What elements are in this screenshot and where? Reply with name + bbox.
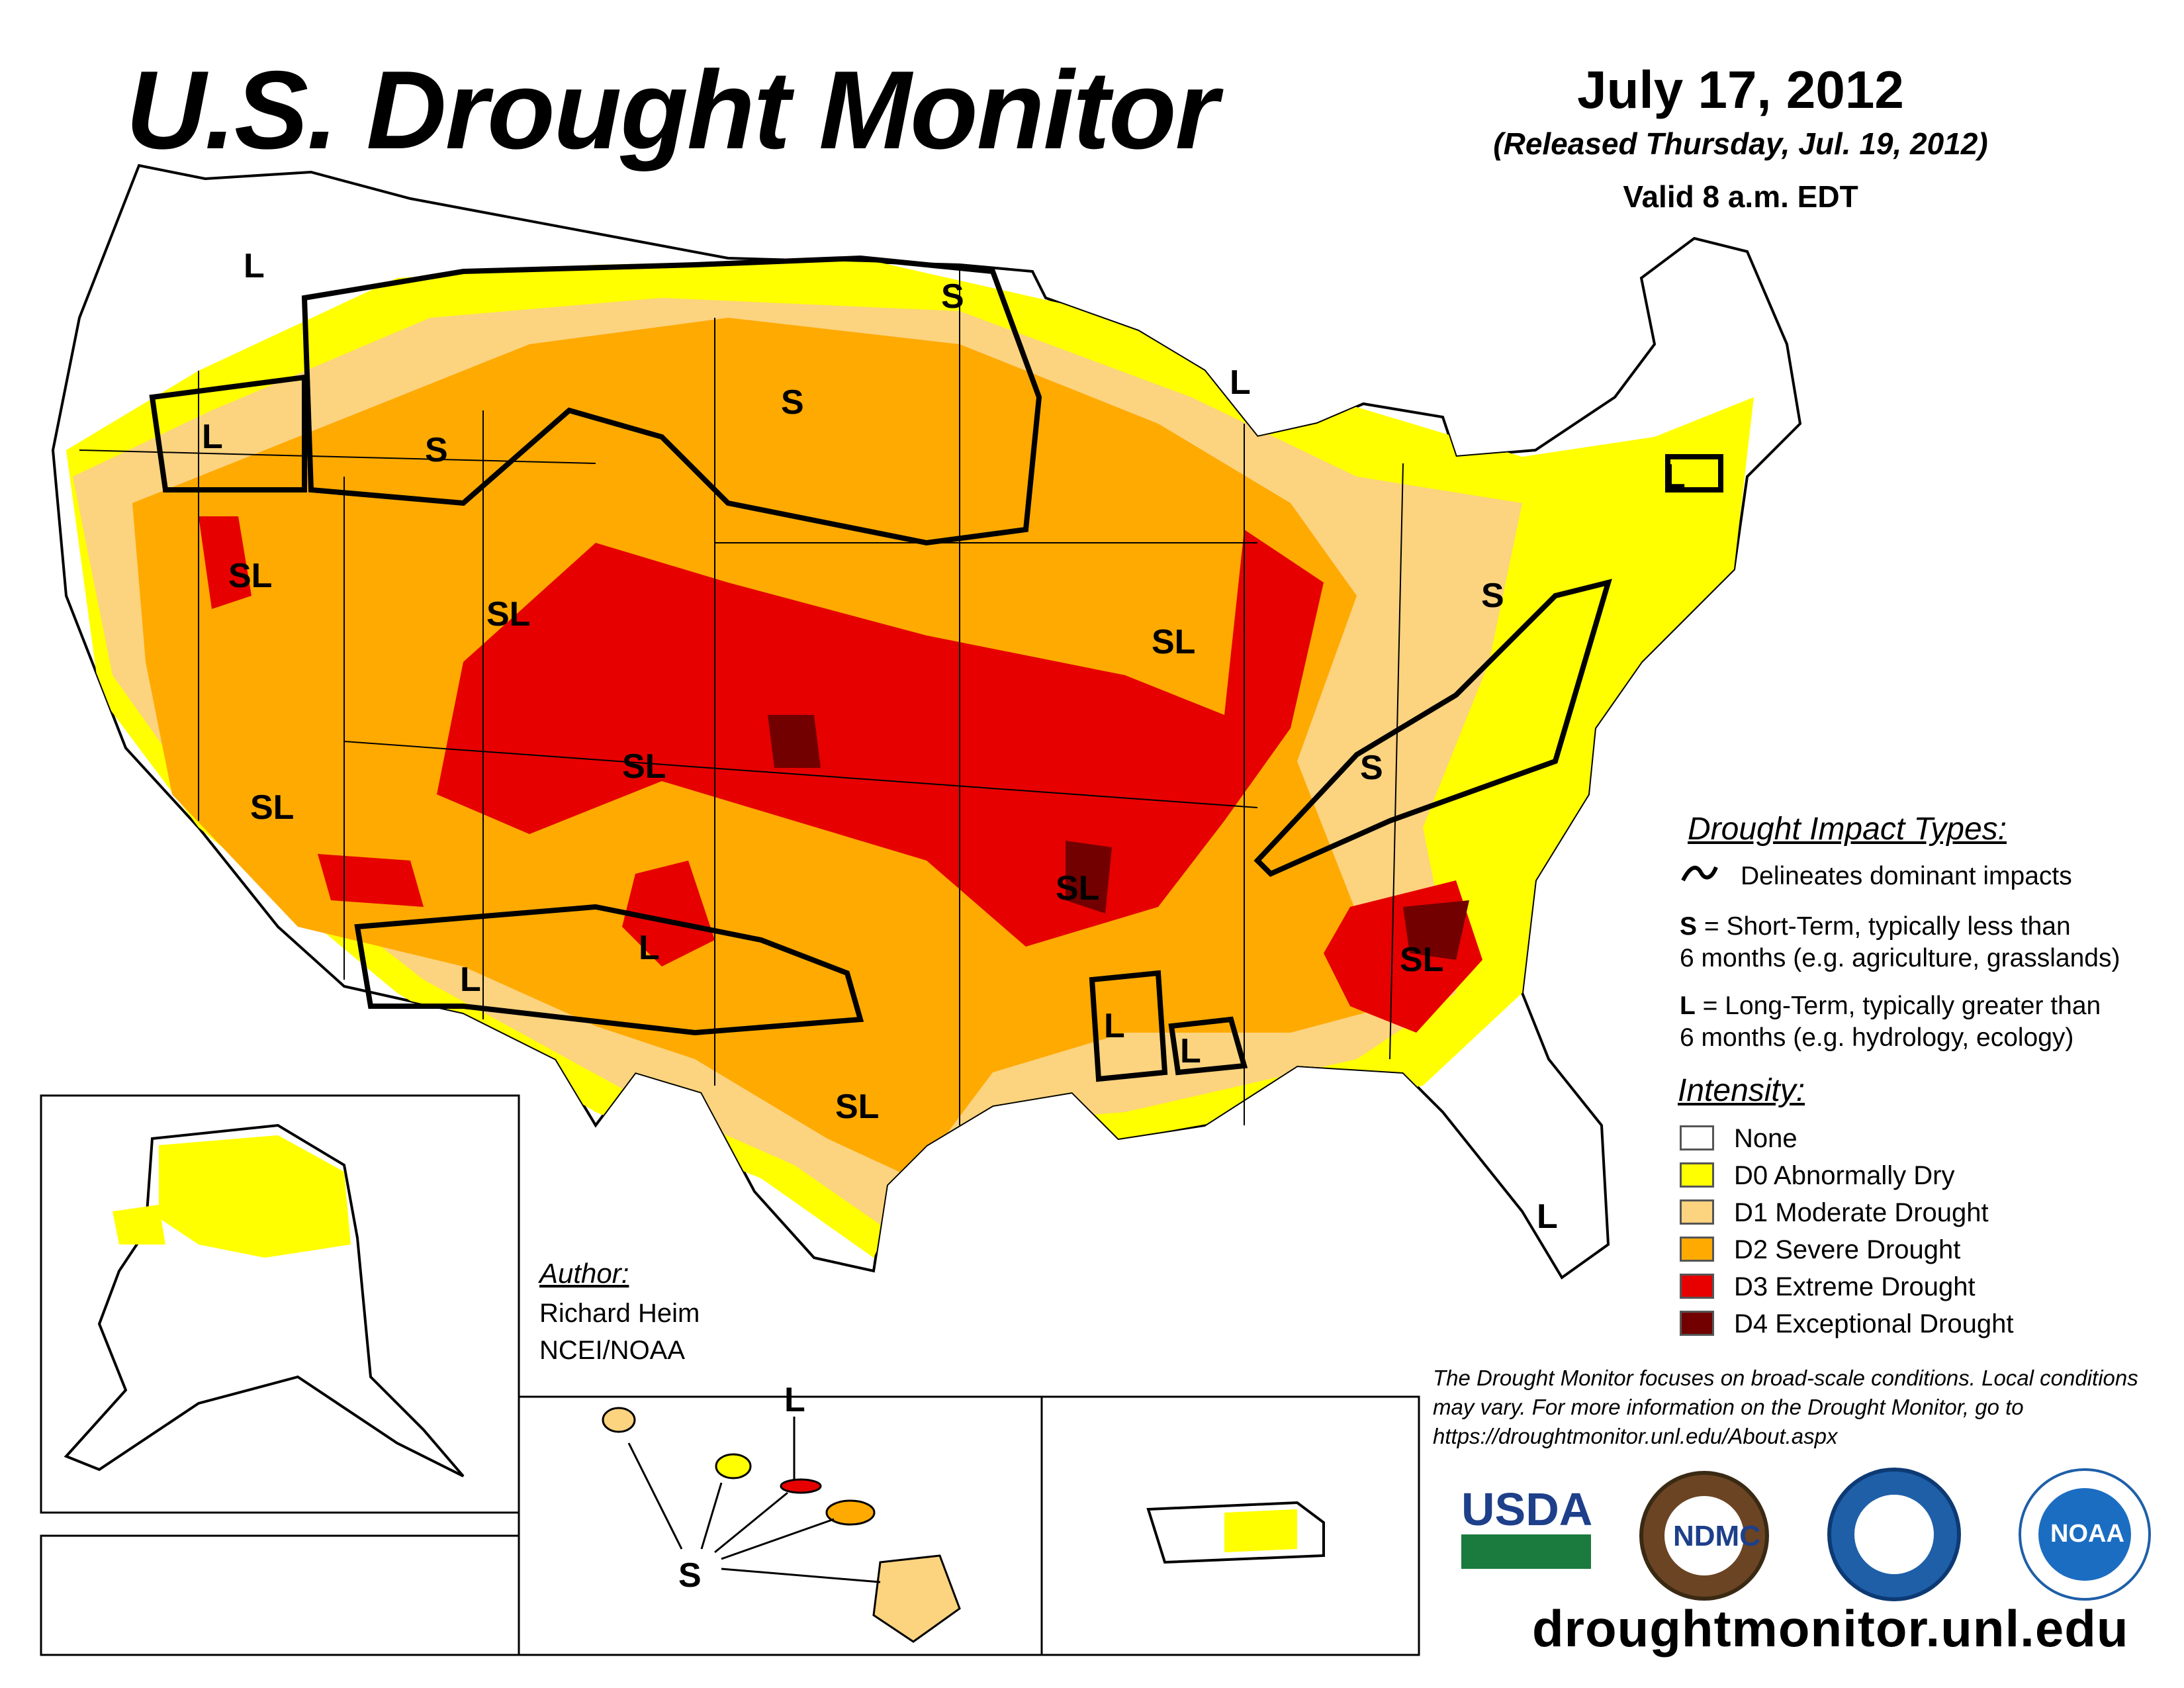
map-label: SL: [835, 1088, 880, 1126]
map-label: L: [460, 961, 481, 999]
map-title: U.S. Drought Monitor: [126, 48, 1218, 172]
impact-long-key: L: [1680, 992, 1696, 1020]
d3-area: [437, 530, 1324, 947]
alaska-d0: [113, 1205, 165, 1244]
usda-logo: USDA: [1461, 1483, 1593, 1535]
impact-long-term: L = Long-Term, typically greater than: [1680, 990, 2101, 1022]
map-label: SL: [622, 747, 666, 786]
hawaii-island: [780, 1478, 822, 1494]
impact-long-desc: = Long-Term, typically greater than: [1695, 992, 2101, 1020]
impact-long-term-detail: 6 months (e.g. hydrology, ecology): [1680, 1023, 2074, 1052]
map-label: L: [1664, 457, 1686, 496]
intensity-label: D1 Moderate Drought: [1734, 1198, 1989, 1227]
impact-short-key: S: [1680, 912, 1698, 941]
alaska-aleutian-inset: [40, 1534, 520, 1656]
map-label: L: [1230, 363, 1251, 402]
map-label: S: [678, 1556, 702, 1595]
ndmc-logo: NDMC: [1673, 1520, 1760, 1552]
impact-line-description: Delineates dominant impacts: [1741, 862, 2072, 890]
hawaii-island: [872, 1554, 961, 1643]
map-label: S: [941, 277, 964, 316]
map-date: July 17, 2012: [1577, 60, 1904, 119]
impact-boundaries: [149, 255, 1723, 1082]
map-label: L: [639, 929, 660, 967]
impact-short-term: S = Short-Term, typically less than: [1680, 911, 2071, 943]
map-label: SL: [486, 595, 531, 633]
d4-area: [1403, 900, 1469, 960]
d3-area: [622, 861, 715, 966]
intensity-swatch: [1680, 1237, 1714, 1262]
hawaii-island: [825, 1499, 876, 1526]
map-label: L: [1104, 1007, 1125, 1045]
author-name: Richard Heim: [539, 1299, 700, 1328]
impact-line-icon: [1681, 865, 1718, 882]
intensity-label: D0 Abnormally Dry: [1734, 1161, 1955, 1190]
map-label: SL: [250, 788, 295, 827]
intensity-label: D2 Severe Drought: [1734, 1235, 1961, 1264]
hawaii-island: [602, 1407, 636, 1433]
impact-short-desc: = Short-Term, typically less than: [1697, 912, 2071, 941]
noaa-logo-inner: [2038, 1488, 2131, 1581]
author-org: NCEI/NOAA: [539, 1336, 686, 1365]
disclaimer-note: The Drought Monitor focuses on broad-sca…: [1433, 1366, 2138, 1448]
usda-logo-bar: [1461, 1534, 1591, 1569]
map-label: L: [1537, 1197, 1558, 1236]
map-label: SL: [1400, 941, 1444, 979]
intensity-label: D3 Extreme Drought: [1734, 1272, 1976, 1301]
d4-area: [768, 715, 821, 768]
ndmc-logo-inner: [1664, 1496, 1744, 1575]
puerto-rico-d0: [1224, 1509, 1297, 1552]
hawaii-pointers: [627, 1417, 881, 1583]
map-label: S: [781, 383, 804, 422]
map-label: SL: [1056, 869, 1100, 908]
map-label: S: [425, 431, 448, 469]
intensity-swatch: [1680, 1199, 1714, 1225]
alaska-d0: [159, 1135, 351, 1258]
intensity-swatch: [1680, 1125, 1714, 1150]
hawaii-island: [715, 1453, 752, 1479]
impact-legend-title: Drought Impact Types:: [1688, 812, 2007, 847]
release-date: (Released Thursday, Jul. 19, 2012): [1493, 126, 1988, 161]
map-label: SL: [228, 557, 273, 595]
intensity-swatch: [1680, 1311, 1714, 1336]
author-title: Author:: [539, 1258, 629, 1289]
noaa-logo: NOAA: [2050, 1520, 2124, 1548]
map-label: SL: [1152, 623, 1196, 661]
intensity-swatch: [1680, 1162, 1714, 1188]
map-label: S: [1481, 577, 1504, 615]
d3-area: [199, 516, 251, 609]
d4-area: [1066, 841, 1112, 914]
map-label: L: [244, 247, 265, 285]
map-label: L: [202, 418, 223, 456]
website-link[interactable]: droughtmonitor.unl.edu: [1532, 1599, 2129, 1658]
impact-short-term-detail: 6 months (e.g. agriculture, grasslands): [1680, 944, 2120, 972]
intensity-label: None: [1734, 1124, 1797, 1153]
intensity-swatch: [1680, 1274, 1714, 1299]
valid-time: Valid 8 a.m. EDT: [1623, 179, 1858, 214]
commerce-seal-inner: [1854, 1495, 1934, 1574]
hawaii-inset: [518, 1395, 1043, 1656]
intensity-label: D4 Exceptional Drought: [1734, 1309, 2014, 1338]
intensity-legend-title: Intensity:: [1678, 1073, 1805, 1108]
map-label: L: [784, 1381, 805, 1419]
map-label: S: [1360, 749, 1383, 787]
d3-area: [318, 854, 424, 907]
map-label: L: [1180, 1032, 1201, 1070]
